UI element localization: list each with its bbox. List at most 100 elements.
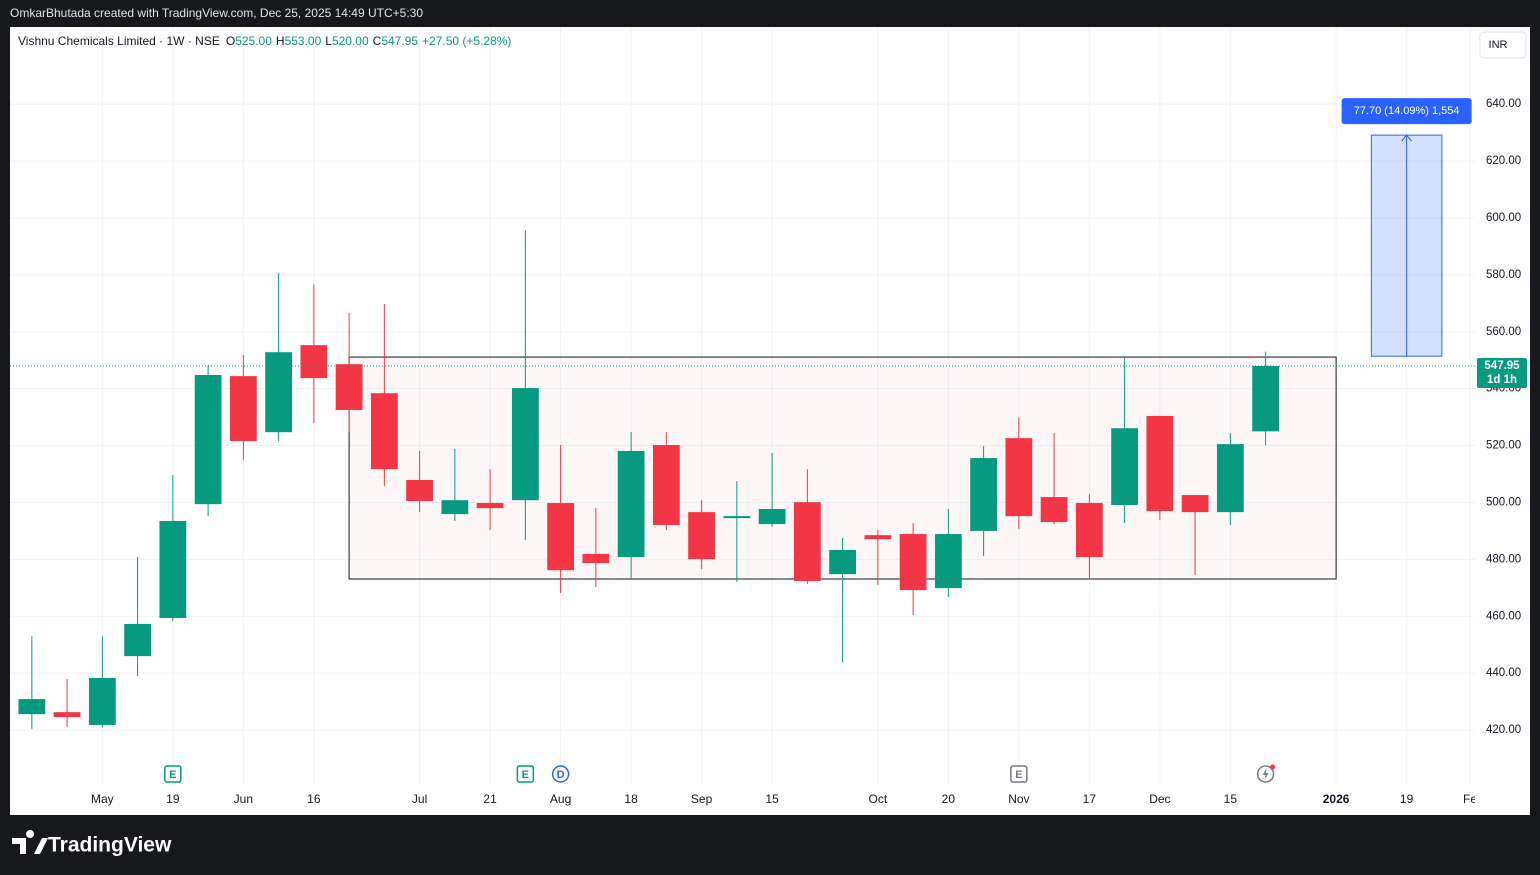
plot: 77.70 (14.09%) 1,554 E E D E May 19 Jun 16 Jul 21 A…: [10, 27, 1530, 815]
ohlc-key: H: [276, 34, 285, 48]
candle-body: [370, 393, 398, 470]
x-tick-label: Dec: [1149, 792, 1170, 806]
candle-body: [124, 623, 152, 657]
x-tick-label: May: [91, 792, 114, 806]
candle-body: [1252, 366, 1280, 432]
candle-body: [793, 502, 821, 581]
candle-body: [723, 516, 751, 519]
candle-body: [406, 479, 434, 502]
caption: OmkarBhutada created with TradingView.co…: [10, 6, 423, 20]
currency: INR: [1489, 39, 1508, 51]
candle-body: [53, 712, 81, 717]
x-tick-label: 19: [1400, 792, 1414, 806]
last-price-label: 547.95: [1484, 360, 1520, 372]
event-label: E: [1015, 769, 1022, 781]
change: +27.50 (+5.28%): [422, 34, 511, 48]
candle-body: [1005, 438, 1033, 517]
candle-body: [511, 388, 539, 501]
candle-body: [864, 535, 892, 540]
y-tick-label: 460.00: [1486, 610, 1521, 622]
x-tick-label: 21: [483, 792, 497, 806]
candle-body: [194, 374, 222, 505]
y-tick-label: 560.00: [1486, 326, 1521, 338]
candle-body: [159, 520, 187, 618]
y-tick-label: 640.00: [1486, 98, 1521, 110]
candle-body: [88, 678, 116, 725]
candle-body: [441, 500, 469, 515]
candle-body: [688, 512, 716, 560]
candle-body: [970, 458, 998, 531]
event-label: E: [169, 769, 176, 781]
ohlc-value: 553.00: [285, 34, 322, 48]
x-tick-label: 20: [942, 792, 956, 806]
x-tick-label: Jun: [234, 792, 253, 806]
candle-body: [617, 450, 645, 558]
logo: TradingView: [12, 830, 172, 857]
candle-body: [1216, 444, 1244, 513]
y-tick-label: 580.00: [1486, 269, 1521, 281]
x-tick-label: 15: [1224, 792, 1238, 806]
candle-body: [18, 699, 46, 715]
ohlc-key: C: [373, 34, 382, 48]
price-axis-bg: [1475, 27, 1530, 815]
candle-body: [652, 444, 680, 525]
y-tick-label: 440.00: [1486, 667, 1521, 679]
candle-body: [335, 364, 363, 410]
candle-body: [1146, 415, 1174, 511]
candle-body: [1111, 428, 1139, 506]
ohlc-value: 525.00: [235, 34, 272, 48]
countdown: 1d 1h: [1487, 374, 1517, 386]
candle-body: [547, 503, 575, 571]
ohlc-value: 520.00: [332, 34, 369, 48]
x-tick-label: 17: [1083, 792, 1097, 806]
candle-body: [1075, 503, 1103, 558]
x-tick-label: Fe: [1463, 792, 1477, 806]
x-tick-label: 19: [166, 792, 180, 806]
dividend-marker: [551, 765, 570, 783]
candle-body: [476, 503, 504, 509]
candle-body: [1040, 497, 1068, 523]
y-tick-label: 500.00: [1486, 496, 1521, 508]
split-icon: [1262, 768, 1269, 780]
x-tick-label: Aug: [550, 792, 571, 806]
y-tick-label: 600.00: [1486, 212, 1521, 224]
y-tick-label: 620.00: [1486, 155, 1521, 167]
candle-body: [829, 549, 857, 575]
earnings-marker: [164, 765, 182, 783]
earnings-marker: [1010, 765, 1028, 783]
x-tick-label: Oct: [869, 792, 888, 806]
logo-icon: [12, 830, 48, 854]
x-tick-label: 2026: [1323, 792, 1350, 806]
event-label: E: [522, 769, 529, 781]
candle-body: [1181, 495, 1209, 513]
ohlc-value: 547.95: [381, 34, 418, 48]
x-tick-label: 18: [624, 792, 638, 806]
measure-label-bg: [1341, 98, 1472, 125]
x-tick-label: Nov: [1008, 792, 1029, 806]
legend: Vishnu Chemicals Limited · 1W · NSE O525.…: [18, 34, 511, 48]
candle-body: [300, 345, 328, 379]
event-label: D: [557, 769, 565, 781]
candle-body: [934, 534, 962, 589]
ohlc-key: L: [325, 34, 332, 48]
currency-button[interactable]: [1479, 31, 1527, 59]
x-tick-label: Sep: [691, 792, 713, 806]
symbol: Vishnu Chemicals Limited · 1W · NSE: [18, 34, 220, 48]
measure-arrowhead: [1401, 134, 1412, 142]
candle-body: [899, 534, 927, 591]
y-tick-label: 520.00: [1486, 440, 1521, 452]
last-price-tag: [1477, 358, 1527, 389]
candle-body: [229, 376, 257, 441]
candle-body: [758, 509, 786, 525]
earnings-marker: [516, 765, 535, 783]
ohlc-key: O: [226, 34, 235, 48]
split-dot: [1270, 764, 1276, 770]
x-tick-label: 16: [307, 792, 321, 806]
y-tick-label: 420.00: [1486, 724, 1521, 736]
candle-body: [582, 553, 610, 564]
x-tick-label: Jul: [412, 792, 427, 806]
x-tick-label: 15: [765, 792, 779, 806]
candle-body: [265, 352, 293, 433]
